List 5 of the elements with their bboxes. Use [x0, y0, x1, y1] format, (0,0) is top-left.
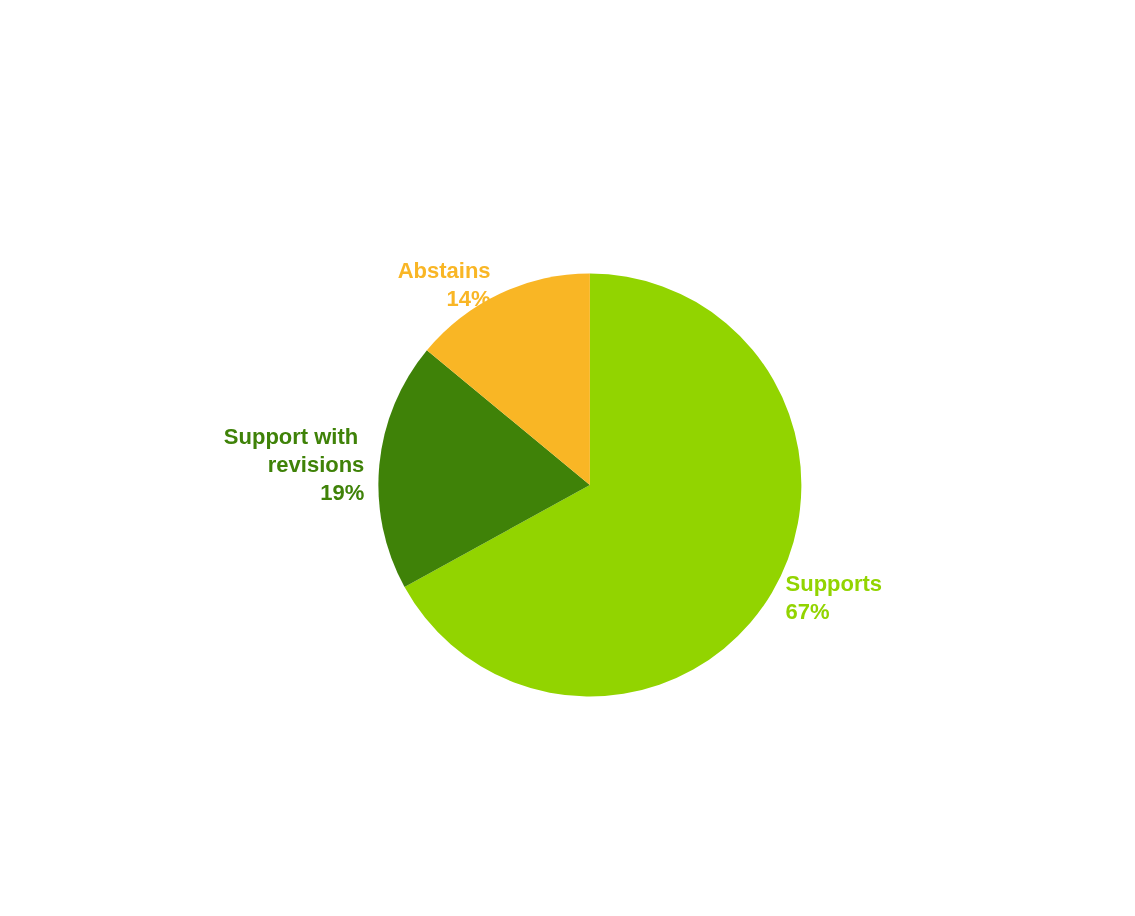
- slice-label: Abstains: [397, 258, 491, 284]
- slice-label: Support with revisions: [223, 423, 365, 477]
- data-label: 19%: [320, 479, 365, 505]
- slice-label: Supports: [785, 571, 883, 597]
- data-label: 67%: [785, 599, 830, 625]
